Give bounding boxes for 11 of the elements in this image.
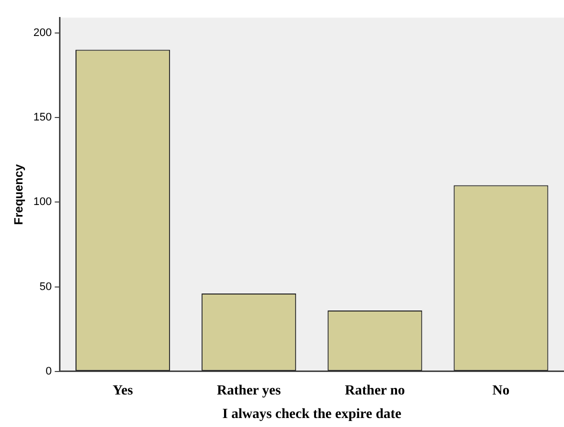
x-tick-label: Rather no (344, 383, 405, 398)
y-tick-label: 0 (46, 365, 52, 378)
x-tick-label: No (492, 383, 510, 398)
x-axis-title: I always check the expire date (222, 407, 402, 422)
y-tick-label: 100 (33, 196, 52, 208)
y-tick-label: 200 (33, 26, 52, 39)
y-tick-label: 150 (33, 112, 52, 124)
x-tick-label: Rather yes (216, 383, 282, 398)
x-tick-label: Yes (112, 383, 134, 398)
y-tick-label: 50 (40, 280, 52, 293)
y-axis-title: Frequency (12, 164, 26, 225)
